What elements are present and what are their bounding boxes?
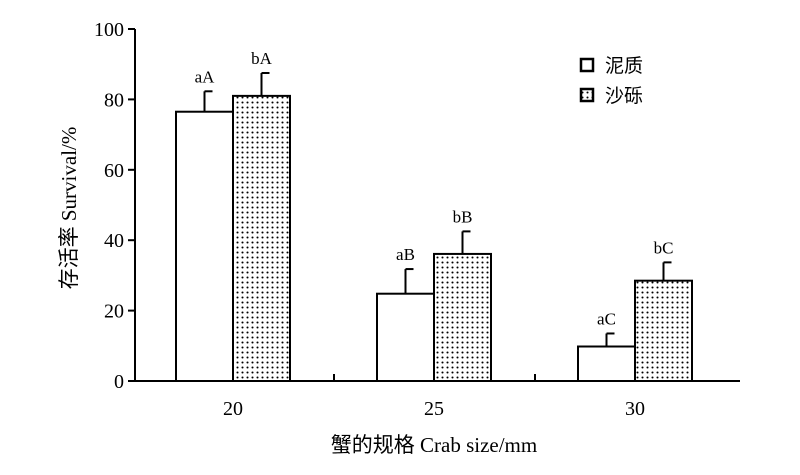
bar-significance-label: aC [597,309,616,328]
bar [433,252,492,382]
bar [376,292,435,383]
bar-significance-label: aA [195,67,216,86]
x-tick-label: 25 [424,398,444,420]
y-tick-label: 80 [104,89,124,111]
legend-swatch [579,57,595,73]
bar-significance-label: bC [654,238,674,257]
bar [232,94,291,382]
x-tick-label: 20 [223,398,243,420]
legend-label: 沙砾 [605,85,643,107]
bar-significance-label: aB [396,245,415,264]
bar-significance-label: bB [453,207,473,226]
bar [175,110,234,382]
y-tick-label: 60 [104,160,124,182]
bar [634,279,693,382]
bar [577,345,636,382]
legend-swatch [579,87,595,103]
axes: 0 20 40 60 80 100 20 25 30 [94,19,740,420]
legend-label: 泥质 [605,55,643,77]
plot-area: aA bA aB bB aC bC [175,49,693,383]
y-tick-label: 20 [104,301,124,323]
x-axis-title: 蟹的规格 Crab size/mm [331,433,537,457]
y-tick-label: 0 [114,371,124,393]
bar-significance-label: bA [251,49,273,68]
y-axis-title: 存活率 Survival/% [57,127,81,290]
y-tick-label: 100 [94,19,124,41]
y-tick-label: 40 [104,230,124,252]
x-tick-label: 30 [625,398,645,420]
